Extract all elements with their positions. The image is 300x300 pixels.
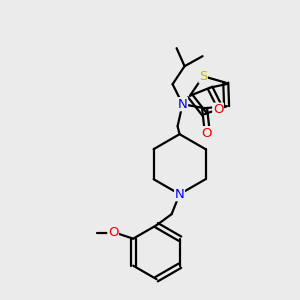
Text: N: N (175, 188, 184, 201)
Text: S: S (199, 70, 207, 83)
Text: O: O (201, 127, 212, 140)
Text: N: N (178, 98, 188, 111)
Text: O: O (213, 103, 223, 116)
Text: O: O (108, 226, 119, 239)
